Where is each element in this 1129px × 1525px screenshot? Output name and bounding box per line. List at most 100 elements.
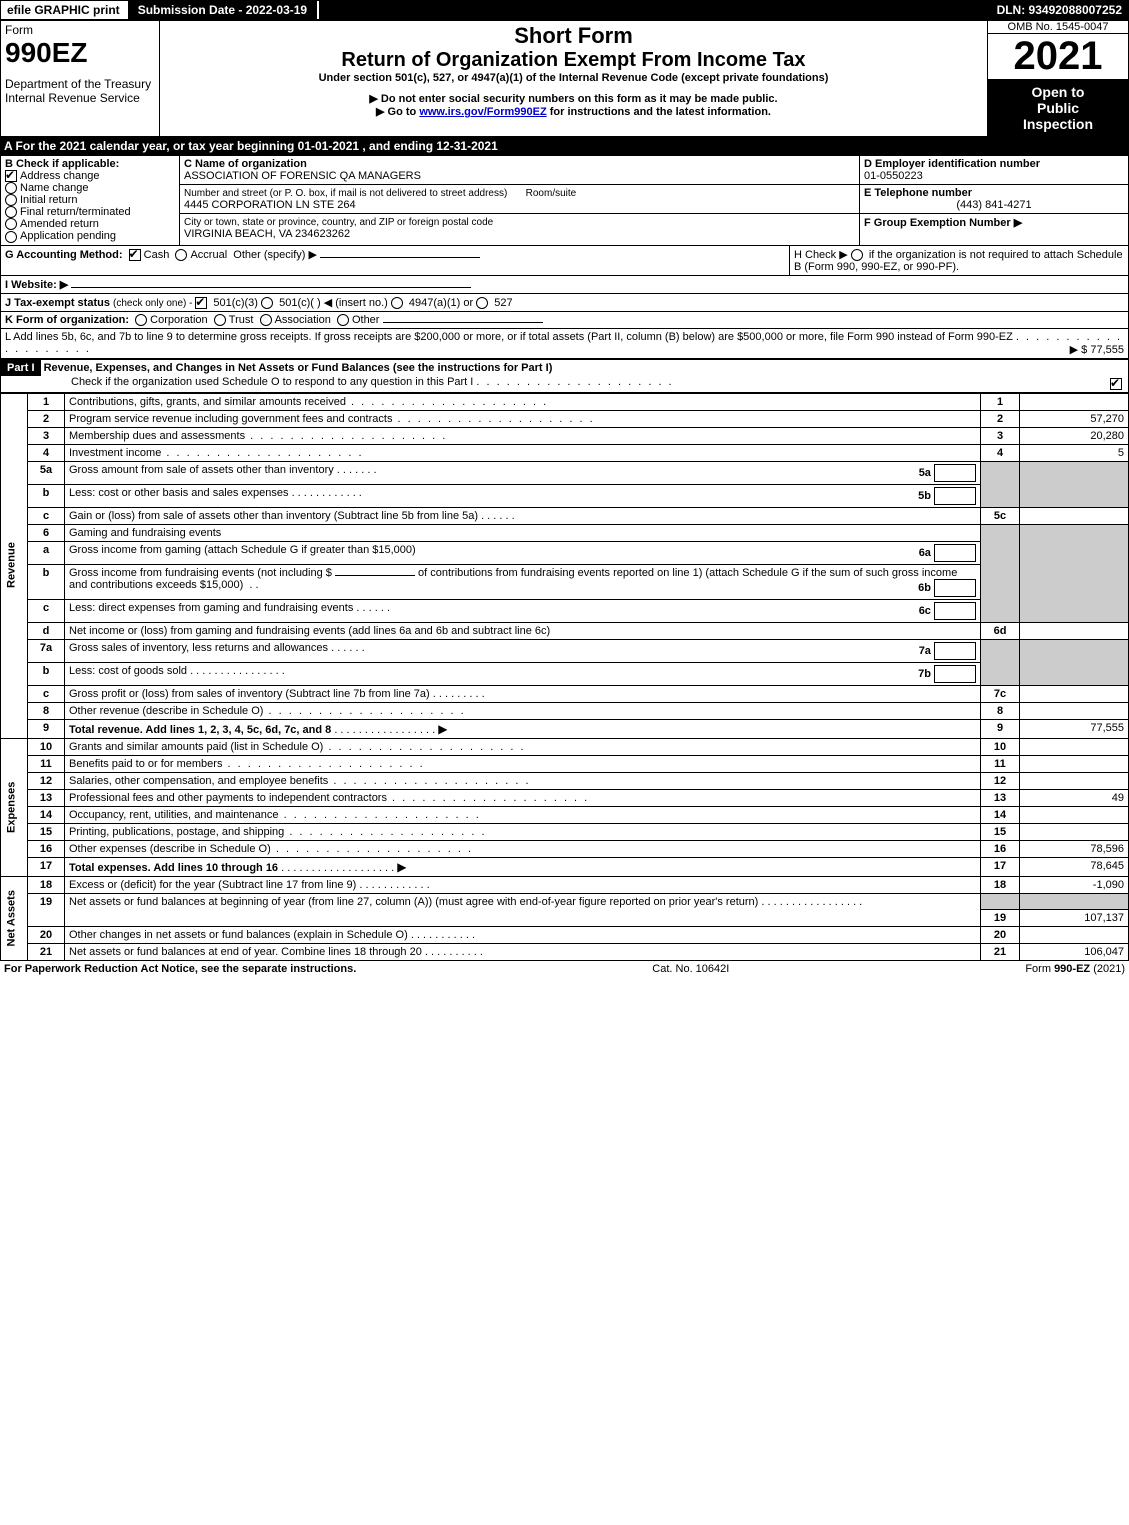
line-19-num: 19	[981, 910, 1020, 927]
lines-table: Revenue 1 Contributions, gifts, grants, …	[0, 393, 1129, 962]
page-footer: For Paperwork Reduction Act Notice, see …	[0, 961, 1129, 977]
line-6b-desc: Gross income from fundraising events (no…	[65, 564, 981, 599]
cb-other-org[interactable]	[337, 314, 349, 326]
cb-527[interactable]	[476, 297, 488, 309]
org-info-block: B Check if applicable: Address change Na…	[0, 155, 1129, 246]
line-10-amt	[1020, 738, 1129, 755]
open-line3: Inspection	[992, 116, 1124, 132]
input-6c[interactable]	[934, 602, 976, 620]
section-h-pre: H Check ▶	[794, 249, 851, 261]
line-6d-amt	[1020, 622, 1129, 639]
cb-initial-return[interactable]: Initial return	[5, 194, 175, 206]
cb-final-return[interactable]: Final return/terminated	[5, 206, 175, 218]
input-7b[interactable]	[934, 665, 976, 683]
line-17-amt: 78,645	[1020, 857, 1129, 876]
line-7c-amt	[1020, 685, 1129, 702]
line-2-amt: 57,270	[1020, 410, 1129, 427]
input-5a[interactable]	[934, 464, 976, 482]
title-long: Return of Organization Exempt From Incom…	[164, 49, 983, 72]
line-6c-desc: Less: direct expenses from gaming and fu…	[65, 599, 981, 622]
sub-5a: 5a	[919, 467, 931, 479]
efile-label[interactable]: efile GRAPHIC print	[1, 1, 126, 19]
line-11-amt	[1020, 755, 1129, 772]
cat-number: Cat. No. 10642I	[652, 963, 729, 975]
cb-accrual[interactable]	[175, 249, 187, 261]
line-19-amt: 107,137	[1020, 910, 1129, 927]
section-e-label: E Telephone number	[864, 187, 972, 199]
input-7a[interactable]	[934, 642, 976, 660]
line-4-num: 4	[981, 444, 1020, 461]
line-11-num: 11	[981, 755, 1020, 772]
net-assets-vlabel: Net Assets	[1, 876, 28, 961]
org-name: ASSOCIATION OF FORENSIC QA MANAGERS	[184, 170, 855, 182]
telephone: (443) 841-4271	[864, 199, 1124, 211]
line-20-desc: Other changes in net assets or fund bala…	[65, 927, 981, 944]
cb-name-change[interactable]: Name change	[5, 182, 175, 194]
dln: DLN: 93492088007252	[991, 1, 1128, 19]
cash-label: Cash	[144, 249, 170, 261]
line-5a-desc: Gross amount from sale of assets other t…	[65, 461, 981, 484]
form-label: Form	[5, 23, 155, 37]
line-2-desc: Program service revenue including govern…	[65, 410, 981, 427]
cb-schedule-o[interactable]	[1110, 378, 1122, 390]
sub-7b: 7b	[918, 668, 931, 680]
tax-year: 2021	[988, 34, 1128, 79]
line-7c-desc: Gross profit or (loss) from sales of inv…	[65, 685, 981, 702]
input-6b[interactable]	[934, 579, 976, 597]
room-label: Room/suite	[526, 188, 577, 199]
line-3-desc: Membership dues and assessments	[65, 427, 981, 444]
cb-association[interactable]	[260, 314, 272, 326]
cb-schedule-b[interactable]	[851, 249, 863, 261]
line-8-amt	[1020, 702, 1129, 719]
goto-post: for instructions and the latest informat…	[547, 106, 771, 118]
line-4-amt: 5	[1020, 444, 1129, 461]
line-17-num: 17	[981, 857, 1020, 876]
cb-4947[interactable]	[391, 297, 403, 309]
cb-corporation[interactable]	[135, 314, 147, 326]
cb-address-change[interactable]: Address change	[5, 170, 175, 182]
form-number: 990EZ	[5, 37, 155, 69]
line-6-desc: Gaming and fundraising events	[65, 524, 981, 541]
cb-501c[interactable]	[261, 297, 273, 309]
input-6a[interactable]	[934, 544, 976, 562]
cb-amended-return[interactable]: Amended return	[5, 218, 175, 230]
line-5b-desc: Less: cost or other basis and sales expe…	[65, 484, 981, 507]
cb-application-pending[interactable]: Application pending	[5, 230, 175, 242]
paperwork-notice: For Paperwork Reduction Act Notice, see …	[4, 963, 356, 975]
ein: 01-0550223	[864, 170, 1124, 182]
title-sub: Under section 501(c), 527, or 4947(a)(1)…	[164, 72, 983, 84]
opt-501c3: 501(c)(3)	[210, 297, 261, 309]
line-3-num: 3	[981, 427, 1020, 444]
line-15-amt	[1020, 823, 1129, 840]
open-line2: Public	[992, 100, 1124, 116]
section-b-label: B Check if applicable:	[5, 158, 119, 170]
line-5c-desc: Gain or (loss) from sale of assets other…	[65, 507, 981, 524]
line-12-num: 12	[981, 772, 1020, 789]
line-21-amt: 106,047	[1020, 944, 1129, 961]
line-15-desc: Printing, publications, postage, and shi…	[65, 823, 981, 840]
line-19-desc: Net assets or fund balances at beginning…	[65, 893, 981, 910]
opt-4947: 4947(a)(1) or	[406, 297, 476, 309]
line-10-num: 10	[981, 738, 1020, 755]
line-16-num: 16	[981, 840, 1020, 857]
form-ref: Form 990-EZ (2021)	[1025, 963, 1125, 975]
line-13-num: 13	[981, 789, 1020, 806]
irs-link[interactable]: www.irs.gov/Form990EZ	[419, 106, 546, 118]
open-to-public: Open to Public Inspection	[988, 80, 1128, 136]
line-10-desc: Grants and similar amounts paid (list in…	[65, 738, 981, 755]
cb-501c3[interactable]	[195, 297, 207, 309]
part-i-checkline: Check if the organization used Schedule …	[71, 376, 473, 388]
gross-receipts: ▶ $ 77,555	[1070, 343, 1124, 356]
line-18-desc: Excess or (deficit) for the year (Subtra…	[65, 876, 981, 893]
cb-trust[interactable]	[214, 314, 226, 326]
line-14-desc: Occupancy, rent, utilities, and maintena…	[65, 806, 981, 823]
warning-ssn: ▶ Do not enter social security numbers o…	[164, 92, 983, 105]
cb-cash[interactable]	[129, 249, 141, 261]
line-17-desc: Total expenses. Add lines 10 through 16 …	[65, 857, 981, 876]
accounting-block: G Accounting Method: Cash Accrual Other …	[0, 246, 1129, 359]
line-18-num: 18	[981, 876, 1020, 893]
line-16-desc: Other expenses (describe in Schedule O)	[65, 840, 981, 857]
section-d-label: D Employer identification number	[864, 158, 1040, 170]
input-5b[interactable]	[934, 487, 976, 505]
sub-6a: 6a	[919, 547, 931, 559]
